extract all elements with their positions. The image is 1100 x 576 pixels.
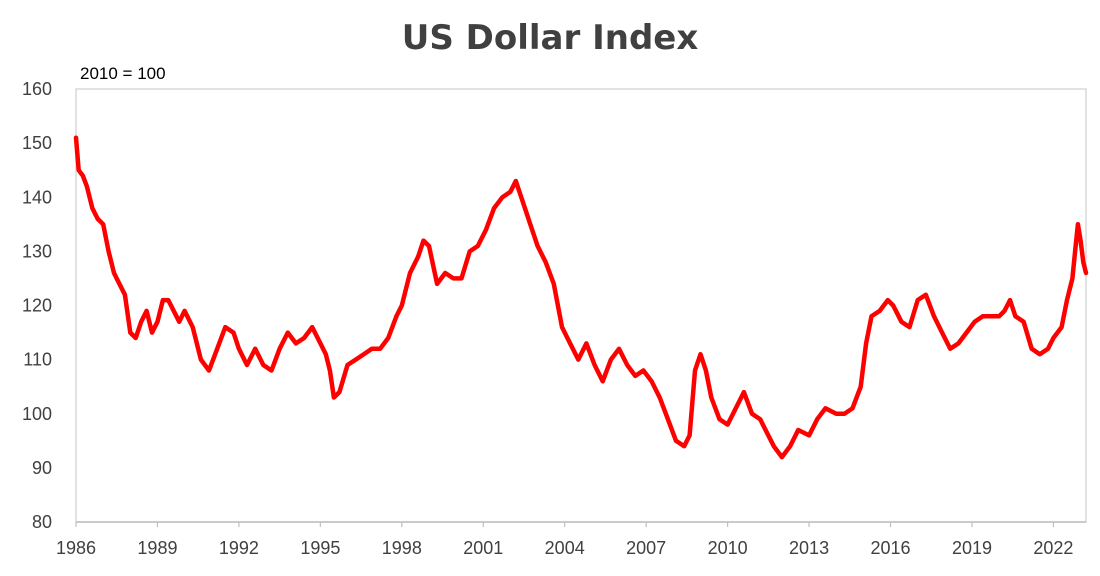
x-tick-label: 2016: [870, 538, 910, 558]
y-tick-label: 120: [22, 296, 52, 316]
y-tick-label: 100: [22, 404, 52, 424]
chart-title: US Dollar Index: [401, 18, 699, 58]
x-tick-label: 2001: [463, 538, 503, 558]
y-tick-label: 130: [22, 241, 52, 261]
x-tick-label: 2022: [1033, 538, 1073, 558]
x-tick-label: 2007: [626, 538, 666, 558]
x-tick-label: 1998: [382, 538, 422, 558]
x-tick-label: 1995: [300, 538, 340, 558]
plot-frame: [75, 88, 1087, 523]
y-tick-label: 80: [32, 512, 52, 532]
y-tick-label: 140: [22, 187, 52, 207]
chart-subtitle: 2010 = 100: [80, 64, 166, 83]
x-tick-label: 2010: [708, 538, 748, 558]
x-tick-label: 1992: [219, 538, 259, 558]
x-tick-label: 2019: [952, 538, 992, 558]
y-tick-label: 90: [32, 458, 52, 478]
series-line: [73, 135, 1089, 460]
x-tick-label: 2013: [789, 538, 829, 558]
y-tick-label: 160: [22, 79, 52, 99]
x-tick-label: 2004: [545, 538, 585, 558]
x-tick-label: 1986: [56, 538, 96, 558]
x-tick-label: 1989: [137, 538, 177, 558]
y-tick-label: 150: [22, 133, 52, 153]
y-tick-label: 110: [23, 350, 52, 370]
